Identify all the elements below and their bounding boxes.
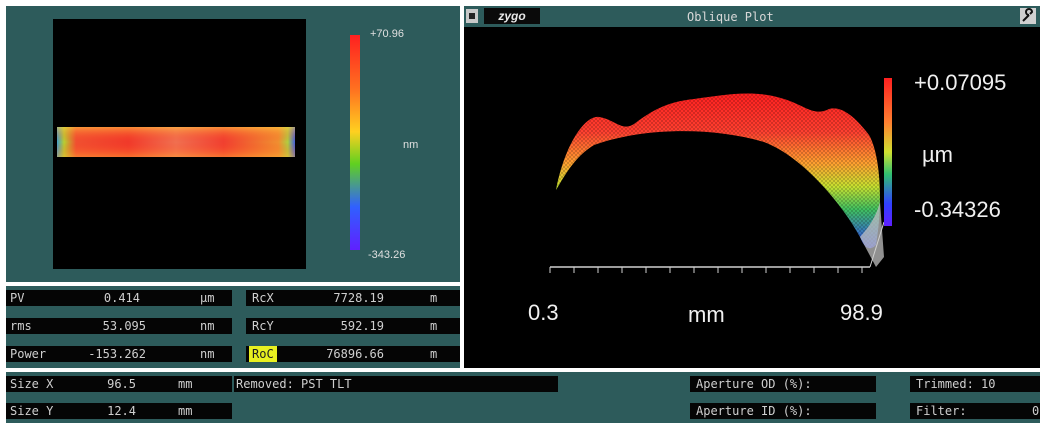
oblique-plot-titlebar (464, 6, 1040, 27)
filter-field (910, 403, 1040, 419)
trimmed-field: Trimmed: 10 (910, 376, 1040, 392)
size-y-value: 12.4 (107, 404, 136, 418)
pv-label: PV (10, 291, 25, 305)
map-colorbar (350, 35, 360, 250)
x-axis-max-label: 98.9 (840, 300, 883, 325)
plot-colorbar-max-label: +0.07095 (914, 70, 1007, 95)
aperture-od-field: Aperture OD (%): (690, 376, 876, 392)
rcy-value: 592.19 (340, 319, 384, 333)
zygo-logo: zygo (484, 8, 540, 24)
x-axis-unit-label: mm (688, 302, 725, 327)
pv-value: 0.414 (103, 291, 140, 305)
filter-label: Filter: (916, 404, 967, 418)
rcx-value: 7728.19 (333, 291, 384, 305)
power-unit: nm (200, 347, 215, 361)
size-x-label: Size X (10, 377, 54, 391)
rcx-unit: m (430, 291, 438, 305)
oblique-plot-title: Oblique Plot (687, 10, 774, 24)
rcx-label: RcX (252, 291, 274, 305)
removed-field: Removed: PST TLT (234, 376, 558, 392)
power-value: -153.262 (88, 347, 146, 361)
power-field (6, 346, 232, 362)
roc-value: 76896.66 (326, 347, 384, 361)
oblique-plot-panel (464, 6, 1040, 368)
power-label: Power (10, 347, 47, 361)
size-y-unit: mm (178, 404, 193, 418)
plot-colorbar-min-label: -0.34326 (914, 197, 1001, 222)
surface-map-strip (57, 127, 295, 157)
square-menu-icon[interactable] (466, 9, 478, 23)
size-y-field (6, 403, 232, 419)
roc-label: RoC (249, 346, 277, 362)
surface-map-view[interactable] (53, 19, 306, 269)
size-x-field (6, 376, 232, 392)
pv-unit: µm (200, 291, 215, 305)
oblique-surface-plot[interactable] (464, 27, 894, 287)
map-colorbar-unit-label: nm (403, 139, 419, 151)
size-x-unit: mm (178, 377, 193, 391)
pv-field (6, 290, 232, 306)
rms-field (6, 318, 232, 334)
rcy-label: RcY (252, 319, 274, 333)
size-x-value: 96.5 (107, 377, 136, 391)
rms-value: 53.095 (102, 319, 146, 333)
wrench-icon[interactable] (1020, 8, 1036, 24)
map-colorbar-min-label: -343.26 (368, 249, 406, 261)
roc-field (246, 346, 460, 362)
rcy-field (246, 318, 460, 334)
filter-value: 0 (1032, 404, 1040, 418)
aperture-id-field: Aperture ID (%): (690, 403, 876, 419)
x-axis-min-label: 0.3 (528, 300, 559, 325)
map-colorbar-max-label: +70.96 (370, 28, 404, 40)
rms-label: rms (10, 319, 32, 333)
rcy-unit: m (430, 319, 438, 333)
rcx-field (246, 290, 460, 306)
roc-unit: m (430, 347, 438, 361)
plot-colorbar-unit-label: µm (922, 142, 954, 167)
size-y-label: Size Y (10, 404, 54, 418)
rms-unit: nm (200, 319, 215, 333)
plot-colorbar (884, 78, 892, 226)
